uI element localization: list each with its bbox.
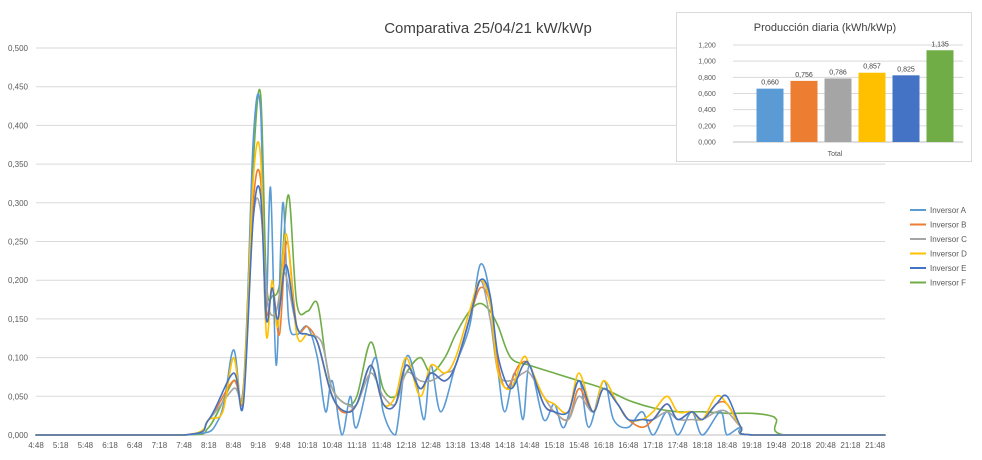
inset-category-label: Total	[828, 151, 843, 158]
bar-data-label: 0,825	[897, 66, 915, 73]
y-tick-label: 0,050	[8, 392, 29, 401]
bar-inversor-c	[824, 78, 852, 142]
series-line-inversor-c	[35, 197, 886, 436]
legend-label: Inversor A	[930, 206, 967, 215]
inset-y-tick-label: 0,800	[698, 75, 716, 82]
bar-inversor-e	[892, 75, 920, 142]
x-tick-label: 10:48	[322, 441, 343, 450]
main-x-axis-ticks: 4:48 5:18 5:48 6:18 6:48 7:18 7:48 8:18 8:48 9:18…	[28, 441, 885, 450]
x-tick-label: 7:18	[152, 441, 168, 450]
x-tick-label: 20:48	[816, 441, 837, 450]
legend-label: Inversor B	[930, 221, 966, 230]
x-tick-label: 6:18	[102, 441, 118, 450]
bar-inversor-b	[790, 80, 818, 142]
x-tick-label: 15:18	[544, 441, 565, 450]
x-tick-label: 18:18	[692, 441, 713, 450]
bar-data-label: 1,135	[931, 41, 949, 48]
bar-inversor-d	[858, 72, 886, 142]
inset-y-tick-label: 1,200	[698, 43, 716, 50]
inset-data-labels: 0,660 0,756 0,786 0,857 0,825 1,135	[761, 41, 949, 86]
bar-inversor-a	[756, 88, 784, 142]
x-tick-label: 6:48	[127, 441, 143, 450]
inset-bars	[756, 50, 954, 142]
x-tick-label: 5:18	[53, 441, 69, 450]
x-tick-label: 19:18	[742, 441, 763, 450]
x-tick-label: 19:48	[766, 441, 787, 450]
x-tick-label: 8:18	[201, 441, 217, 450]
x-tick-label: 11:48	[372, 441, 392, 450]
series-line-inversor-d	[35, 141, 886, 436]
main-series-lines	[35, 88, 886, 436]
main-legend: Inversor A Inversor B Inversor C Inversor D…	[910, 206, 967, 288]
x-tick-label: 13:18	[446, 441, 467, 450]
y-tick-label: 0,500	[8, 44, 29, 53]
daily-production-chart: Producción diaria (kWh/kWp) 0,000 0,200 0,…	[676, 12, 972, 162]
inset-y-tick-label: 0,600	[698, 91, 716, 98]
bar-data-label: 0,756	[795, 72, 813, 79]
daily-production-svg: Producción diaria (kWh/kWp) 0,0000,2000,…	[698, 22, 963, 158]
main-y-axis-ticks: 0,000 0,050 0,100 0,150 0,200 0,250 0,300 0,350…	[8, 44, 29, 440]
inset-y-tick-label: 1,000	[698, 59, 716, 66]
inset-chart-title: Producción diaria (kWh/kWp)	[754, 22, 896, 34]
series-line-inversor-b	[35, 168, 886, 436]
x-tick-label: 17:48	[668, 441, 689, 450]
x-tick-label: 9:18	[250, 441, 266, 450]
bar-data-label: 0,660	[761, 80, 779, 87]
y-tick-label: 0,250	[8, 238, 29, 247]
y-tick-label: 0,450	[8, 83, 29, 92]
x-tick-label: 15:48	[569, 441, 590, 450]
y-tick-label: 0,350	[8, 160, 29, 169]
y-tick-label: 0,300	[8, 199, 29, 208]
x-tick-label: 14:48	[520, 441, 541, 450]
legend-label: Inversor F	[930, 279, 966, 288]
y-tick-label: 0,400	[8, 121, 29, 130]
x-tick-label: 21:18	[840, 441, 861, 450]
bar-data-label: 0,786	[829, 69, 847, 76]
legend-label: Inversor C	[930, 235, 967, 244]
inset-y-tick-label: 0,200	[698, 123, 716, 130]
y-tick-label: 0,200	[8, 276, 29, 285]
x-tick-label: 16:18	[594, 441, 615, 450]
x-tick-label: 13:48	[470, 441, 491, 450]
x-tick-label: 20:18	[791, 441, 812, 450]
x-tick-label: 14:18	[495, 441, 516, 450]
x-tick-label: 7:48	[176, 441, 192, 450]
main-chart-title: Comparativa 25/04/21 kW/kWp	[384, 20, 592, 37]
inset-y-tick-label: 0,400	[698, 107, 716, 114]
x-tick-label: 9:48	[275, 441, 291, 450]
x-tick-label: 16:48	[618, 441, 639, 450]
x-tick-label: 11:18	[347, 441, 367, 450]
bar-inversor-f	[926, 50, 954, 142]
x-tick-label: 18:48	[717, 441, 738, 450]
bar-data-label: 0,857	[863, 64, 881, 71]
y-tick-label: 0,000	[8, 431, 29, 440]
x-tick-label: 21:48	[865, 441, 886, 450]
series-line-inversor-e	[35, 185, 886, 436]
x-tick-label: 4:48	[28, 441, 44, 450]
x-tick-label: 10:18	[297, 441, 318, 450]
y-tick-label: 0,150	[8, 315, 29, 324]
x-tick-label: 12:18	[396, 441, 417, 450]
x-tick-label: 8:48	[226, 441, 242, 450]
legend-label: Inversor D	[930, 250, 967, 259]
legend-label: Inversor E	[930, 264, 966, 273]
x-tick-label: 17:18	[643, 441, 664, 450]
x-tick-label: 5:48	[78, 441, 94, 450]
inset-y-axis-ticks: 0,000 0,200 0,400 0,600 0,800 1,000 1,200	[698, 43, 716, 147]
y-tick-label: 0,100	[8, 354, 29, 363]
inset-y-tick-label: 0,000	[698, 140, 716, 147]
x-tick-label: 12:48	[421, 441, 442, 450]
